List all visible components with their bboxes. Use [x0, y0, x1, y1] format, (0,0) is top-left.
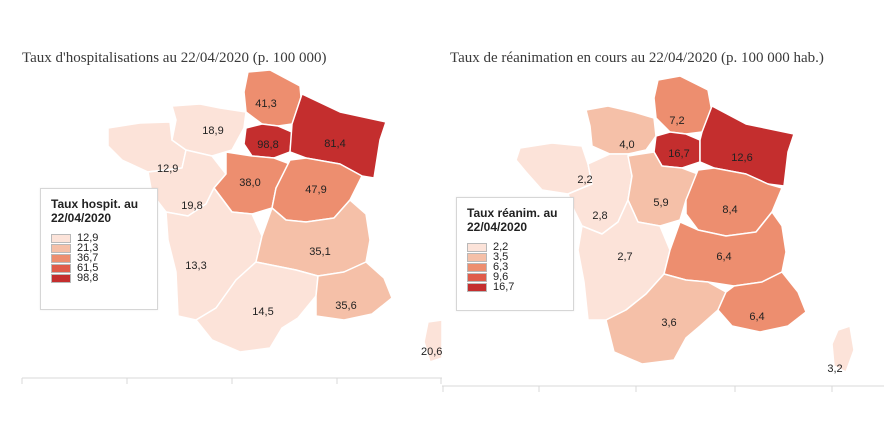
legend-swatch	[467, 242, 487, 252]
legend-swatch	[467, 252, 487, 262]
legend-item: 36,7	[51, 252, 147, 264]
legend-value: 61,5	[77, 262, 99, 274]
map-title: Taux de réanimation en cours au 22/04/20…	[450, 50, 824, 66]
region-label-occitanie: 3,6	[661, 317, 676, 329]
region-label-pays-de-la-loire: 19,8	[181, 200, 202, 212]
legend-item: 61,5	[51, 262, 147, 274]
region-label-grand-est: 12,6	[731, 152, 752, 164]
region-label-grand-est: 81,4	[324, 138, 345, 150]
region-label-ile-de-france: 98,8	[257, 139, 278, 151]
region-label-paca: 35,6	[335, 300, 356, 312]
hospitalisation-map: 12,9 18,9 19,8 41,3 98,8 81,4 38,0 47,9 …	[21, 69, 442, 384]
legend-title: Taux réanim. au 22/04/2020	[467, 206, 563, 234]
legend-title-line: Taux réanim. au	[467, 206, 558, 220]
region-label-bretagne: 12,9	[157, 163, 178, 175]
legend-value: 21,3	[77, 242, 99, 254]
region-label-auvergne-rhone-alpes: 6,4	[716, 251, 731, 263]
legend-value: 12,9	[77, 232, 99, 244]
legend-swatch	[467, 272, 487, 282]
legend-title-line: 22/04/2020	[467, 220, 528, 234]
legend-swatch	[51, 253, 71, 263]
legend-item: 12,9	[51, 232, 147, 244]
legend-value: 6,3	[493, 261, 509, 273]
region-corse[interactable]	[831, 325, 855, 373]
legend-value: 16,7	[493, 281, 515, 293]
legend-swatch	[51, 243, 71, 253]
region-normandie[interactable]	[585, 105, 657, 155]
region-label-bourgogne-franche-comte: 47,9	[305, 184, 326, 196]
region-label-hauts-de-france: 41,3	[255, 98, 276, 110]
legend: Taux hospit. au 22/04/2020 12,9 21,3 36,…	[40, 188, 158, 310]
map-title: Taux d'hospitalisations au 22/04/2020 (p…	[22, 50, 327, 66]
region-paca[interactable]	[315, 261, 393, 321]
legend-value: 2,2	[493, 241, 509, 253]
legend-item: 3,5	[467, 251, 563, 263]
region-hauts-de-france[interactable]	[653, 75, 713, 135]
legend-item: 6,3	[467, 261, 563, 273]
legend-value: 9,6	[493, 271, 509, 283]
legend-value: 98,8	[77, 272, 99, 284]
region-label-bourgogne-franche-comte: 8,4	[722, 204, 737, 216]
region-label-hauts-de-france: 7,2	[669, 115, 684, 127]
region-bretagne[interactable]	[515, 142, 593, 195]
legend-swatch	[51, 233, 71, 243]
region-label-centre-val-de-loire: 5,9	[653, 197, 668, 209]
legend-item: 16,7	[467, 281, 563, 293]
reanimation-map-panel: 2,2 4,0 2,8 7,2 16,7 12,6 5,9 8,4 2,7 6,…	[442, 0, 884, 442]
legend-title-line: Taux hospit. au	[51, 197, 139, 211]
region-label-occitanie: 14,5	[252, 306, 273, 318]
region-label-paca: 6,4	[749, 311, 764, 323]
region-paca[interactable]	[717, 271, 807, 333]
region-label-normandie: 4,0	[619, 139, 634, 151]
hospitalisation-map-panel: 12,9 18,9 19,8 41,3 98,8 81,4 38,0 47,9 …	[21, 50, 442, 384]
region-corse[interactable]	[423, 319, 442, 363]
region-label-auvergne-rhone-alpes: 35,1	[309, 246, 330, 258]
legend-swatch	[51, 273, 71, 283]
region-label-bretagne: 2,2	[577, 174, 592, 186]
legend-title-line: 22/04/2020	[51, 211, 112, 225]
legend-swatch	[467, 262, 487, 272]
legend-value: 3,5	[493, 251, 509, 263]
reanimation-map: 2,2 4,0 2,8 7,2 16,7 12,6 5,9 8,4 2,7 6,…	[442, 75, 884, 392]
region-centre-val-de-loire[interactable]	[627, 151, 699, 227]
legend: Taux réanim. au 22/04/2020 2,2 3,5 6,3 9…	[456, 197, 574, 311]
region-label-nouvelle-aquitaine: 13,3	[185, 260, 206, 272]
legend-item: 2,2	[467, 241, 563, 253]
region-label-corse: 3,2	[827, 363, 842, 375]
legend-item: 98,8	[51, 272, 147, 284]
region-hauts-de-france[interactable]	[243, 69, 303, 127]
legend-swatch	[51, 263, 71, 273]
legend-value: 36,7	[77, 252, 99, 264]
region-normandie[interactable]	[171, 103, 247, 157]
region-label-normandie: 18,9	[202, 125, 223, 137]
region-label-corse: 20,6	[421, 346, 442, 358]
region-label-centre-val-de-loire: 38,0	[239, 177, 260, 189]
region-label-ile-de-france: 16,7	[668, 148, 689, 160]
legend-item: 9,6	[467, 271, 563, 283]
legend-item: 21,3	[51, 242, 147, 254]
region-label-nouvelle-aquitaine: 2,7	[617, 251, 632, 263]
region-label-pays-de-la-loire: 2,8	[592, 210, 607, 222]
legend-swatch	[467, 282, 487, 292]
legend-title: Taux hospit. au 22/04/2020	[51, 197, 147, 225]
